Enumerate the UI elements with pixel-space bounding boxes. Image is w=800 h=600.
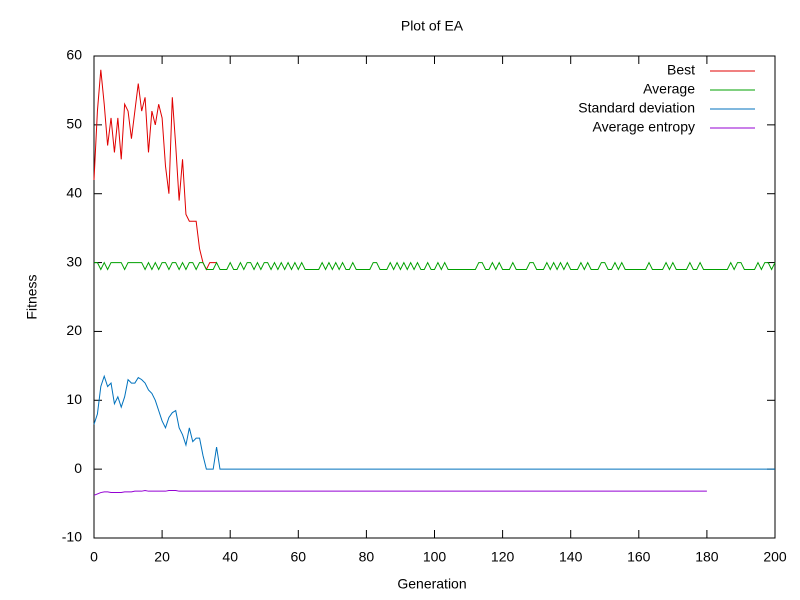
y-axis-label: Fitness [24,274,40,319]
y-tick-label: 20 [66,322,82,338]
y-tick-label: -10 [62,529,82,545]
series-line [94,261,776,271]
x-tick-label: 60 [291,549,307,565]
series-line [93,69,217,271]
y-tick-label: 30 [66,253,82,269]
series-line [93,374,775,470]
y-tick-label: 0 [74,460,82,476]
x-tick-label: 120 [491,549,515,565]
chart-title: Plot of EA [401,18,464,34]
legend-label: Standard deviation [578,100,695,116]
x-tick-label: 100 [423,549,447,565]
x-axis-label: Generation [397,576,466,592]
x-tick-label: 80 [359,549,375,565]
x-tick-label: 40 [222,549,238,565]
x-tick-label: 180 [695,549,719,565]
x-tick-label: 200 [763,549,787,565]
legend-label: Average entropy [593,119,695,135]
legend-label: Best [667,62,695,78]
y-tick-label: 50 [66,116,82,132]
x-tick-label: 0 [90,549,98,565]
series-line [93,489,707,496]
legend-label: Average [643,81,695,97]
x-tick-label: 20 [154,549,170,565]
y-tick-label: 10 [66,391,82,407]
x-tick-label: 140 [559,549,583,565]
y-tick-label: 40 [66,184,82,200]
x-tick-label: 160 [627,549,651,565]
y-tick-label: 60 [66,47,82,63]
